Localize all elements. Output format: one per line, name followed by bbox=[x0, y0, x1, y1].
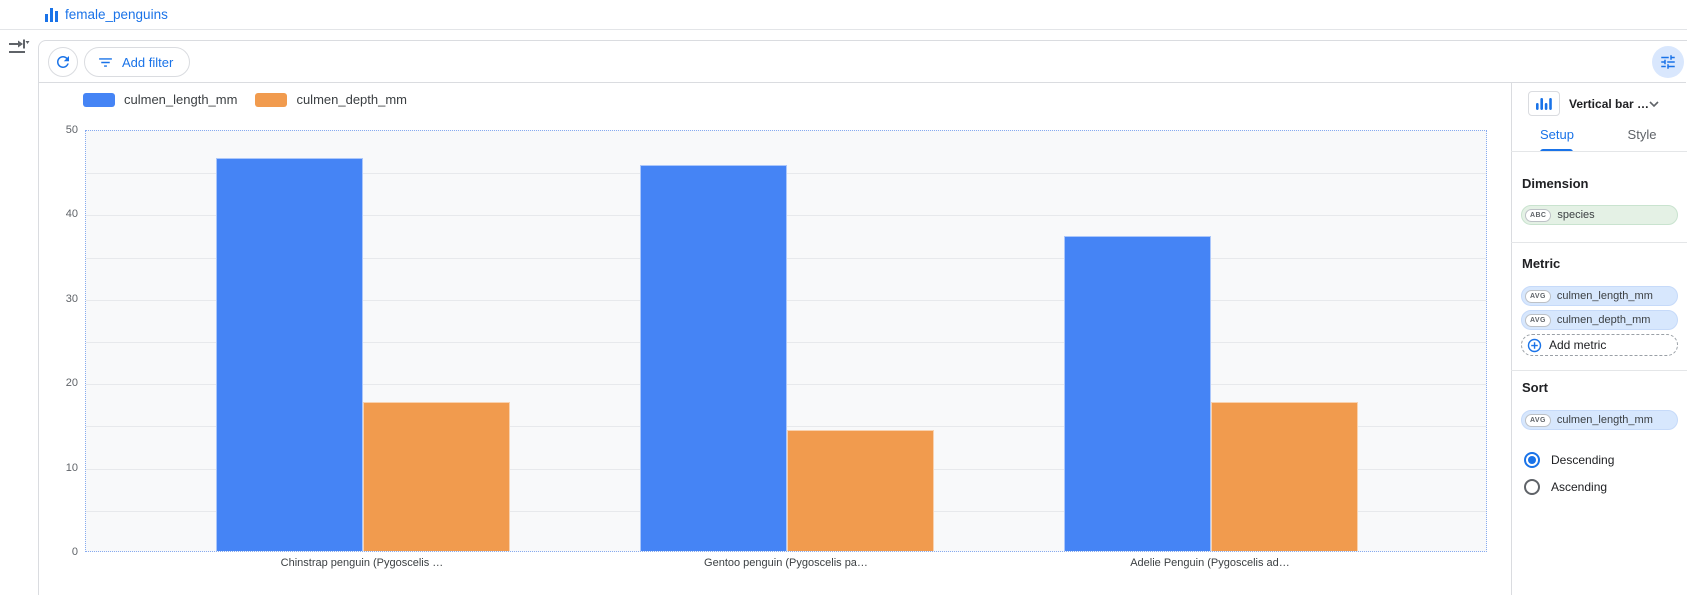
plus-circle-icon bbox=[1527, 338, 1542, 352]
chart-type-label: Vertical bar … bbox=[1569, 97, 1650, 111]
y-axis-tick: 50 bbox=[65, 124, 78, 136]
active-tab-underline bbox=[1540, 149, 1573, 152]
y-axis-tick: 0 bbox=[71, 546, 78, 558]
radio-icon bbox=[1524, 451, 1540, 468]
chart-type-selector[interactable] bbox=[1528, 91, 1560, 116]
field-pill-culmen_length_mm[interactable]: AVG culmen_length_mm bbox=[1521, 286, 1678, 306]
legend-label: culmen_depth_mm bbox=[296, 92, 408, 107]
bar-chart-icon bbox=[45, 8, 58, 22]
section-divider bbox=[1511, 242, 1687, 243]
y-axis-tick: 10 bbox=[65, 461, 78, 474]
sort-direction-options: Descending Ascending bbox=[1524, 446, 1614, 500]
dimension-section-label: Dimension bbox=[1522, 176, 1589, 191]
metric-section-label: Metric bbox=[1522, 256, 1561, 271]
y-axis-tick: 40 bbox=[65, 208, 78, 221]
field-type-badge: ABC bbox=[1525, 208, 1552, 222]
field-type-badge: AVG bbox=[1525, 413, 1551, 427]
bar-culmen_length_mm-3[interactable] bbox=[1064, 236, 1211, 551]
legend-item[interactable]: culmen_depth_mm bbox=[255, 92, 407, 107]
sort-section-label: Sort bbox=[1522, 380, 1548, 395]
header-bar: female_penguins bbox=[0, 0, 1687, 30]
y-axis-tick: 30 bbox=[65, 292, 78, 305]
bar-culmen_depth_mm-3[interactable] bbox=[1211, 402, 1358, 551]
page-title: female_penguins bbox=[65, 7, 168, 22]
field-pill-culmen_depth_mm[interactable]: AVG culmen_depth_mm bbox=[1521, 310, 1678, 330]
bar-culmen_depth_mm-2[interactable] bbox=[787, 430, 934, 551]
section-divider bbox=[1511, 370, 1687, 371]
dimension-field-list: ABC species bbox=[1521, 205, 1678, 225]
sort-field-list: AVG culmen_length_mm bbox=[1521, 410, 1678, 430]
panel-divider bbox=[1511, 83, 1512, 595]
x-axis-label: Gentoo penguin (Pygoscelis pa… bbox=[704, 557, 868, 569]
bar-culmen_length_mm-2[interactable] bbox=[640, 165, 787, 551]
sort-option-label: Descending bbox=[1551, 452, 1615, 467]
legend-item[interactable]: culmen_length_mm bbox=[83, 92, 237, 107]
metric-field-list: AVG culmen_length_mm AVG culmen_depth_mm bbox=[1521, 286, 1678, 330]
legend-swatch-orange bbox=[255, 92, 288, 107]
field-type-badge: AVG bbox=[1525, 313, 1551, 327]
field-name: species bbox=[1557, 209, 1595, 221]
field-name: culmen_depth_mm bbox=[1556, 314, 1651, 326]
bar-culmen_depth_mm-1[interactable] bbox=[363, 402, 510, 551]
add-filter-button[interactable]: Add filter bbox=[84, 47, 191, 77]
legend-swatch-blue bbox=[83, 92, 115, 107]
tab-setup[interactable]: Setup bbox=[1540, 127, 1574, 142]
field-type-badge: AVG bbox=[1525, 289, 1551, 303]
vertical-bar-chart-icon bbox=[1536, 98, 1552, 110]
tune-icon bbox=[1661, 55, 1675, 69]
chart-plot-area[interactable] bbox=[85, 130, 1487, 552]
panel-toggle-icon[interactable] bbox=[8, 38, 30, 58]
toolbar-divider bbox=[39, 82, 1686, 83]
bar-culmen_length_mm-1[interactable] bbox=[216, 157, 363, 551]
section-divider bbox=[1511, 151, 1687, 152]
sort-ascending-radio[interactable]: Ascending bbox=[1524, 473, 1614, 500]
add-metric-button[interactable]: Add metric bbox=[1521, 334, 1678, 356]
refresh-icon bbox=[56, 56, 69, 68]
field-name: culmen_length_mm bbox=[1556, 414, 1653, 426]
field-pill-species[interactable]: ABC species bbox=[1521, 205, 1678, 225]
field-name: culmen_length_mm bbox=[1556, 290, 1653, 302]
y-axis-tick: 20 bbox=[65, 377, 78, 390]
filter-icon bbox=[99, 57, 112, 67]
add-metric-label: Add metric bbox=[1549, 338, 1607, 352]
refresh-button[interactable] bbox=[48, 47, 78, 77]
x-axis-label: Chinstrap penguin (Pygoscelis … bbox=[280, 557, 444, 569]
add-filter-label: Add filter bbox=[122, 54, 174, 70]
radio-icon bbox=[1524, 478, 1540, 495]
sort-descending-radio[interactable]: Descending bbox=[1524, 446, 1614, 473]
chart-options-button[interactable] bbox=[1652, 46, 1684, 78]
chart-legend: culmen_length_mm culmen_depth_mm bbox=[83, 92, 407, 107]
tab-style[interactable]: Style bbox=[1627, 127, 1657, 142]
field-pill-culmen_length_mm[interactable]: AVG culmen_length_mm bbox=[1521, 410, 1678, 430]
sort-option-label: Ascending bbox=[1551, 479, 1608, 494]
legend-label: culmen_length_mm bbox=[124, 92, 238, 107]
chevron-down-icon[interactable] bbox=[1648, 100, 1660, 108]
x-axis-label: Adelie Penguin (Pygoscelis ad… bbox=[1130, 557, 1290, 569]
